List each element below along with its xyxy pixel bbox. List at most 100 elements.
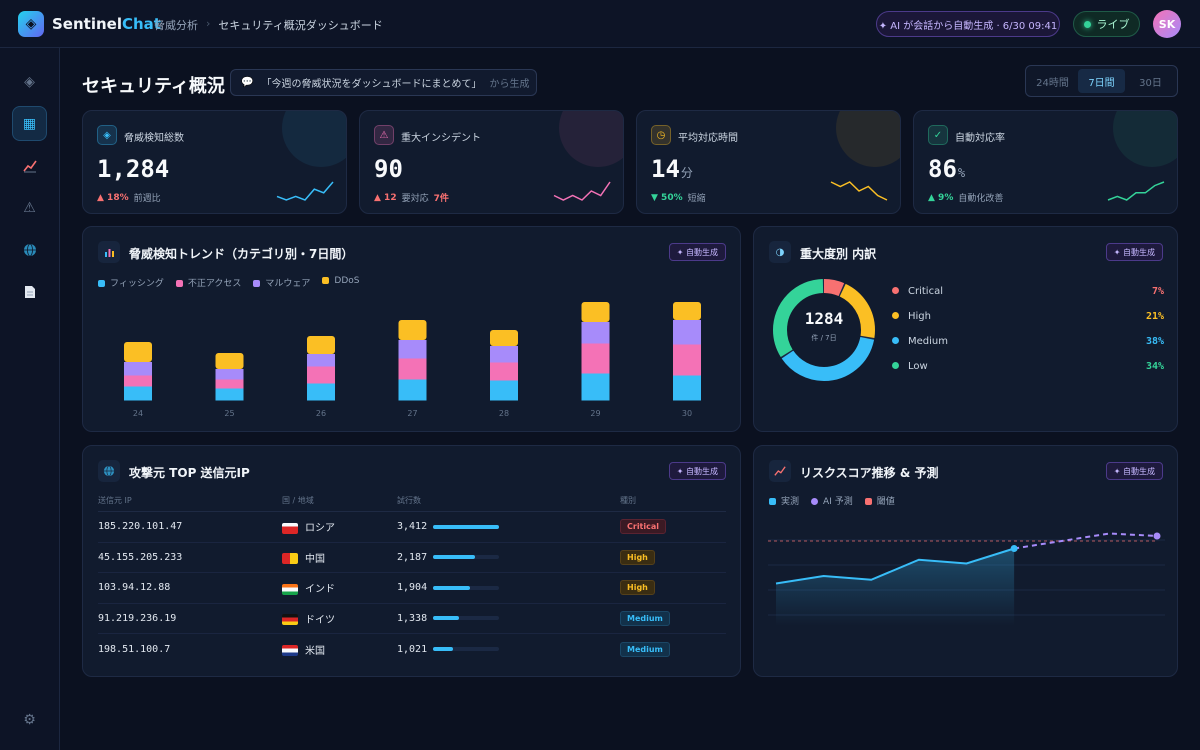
ip-address[interactable]: 91.219.236.19 [98,612,177,624]
globe-icon[interactable] [12,232,47,267]
gear-icon[interactable]: ⚙ [23,711,36,728]
bar-stack[interactable] [124,342,152,401]
bar-segment[interactable] [581,343,610,374]
bar-segment[interactable] [124,342,152,362]
document-icon[interactable] [12,274,47,309]
breadcrumb-parent[interactable]: 脅威分析 [154,19,198,32]
header-type[interactable]: 種別 [620,496,636,505]
bar-segment[interactable] [215,388,244,401]
bar-segment[interactable] [581,302,610,322]
grid-icon[interactable]: ▦ [12,106,47,141]
kpi-card[interactable]: ◷ 平均対応時間 14分 ▼ 50% 短縮 [636,110,901,214]
donut-slice[interactable] [773,279,875,381]
alert-icon[interactable]: ⚠ [23,199,36,216]
table-row[interactable]: 198.51.100.7 米国 1,021 Medium [98,634,726,665]
auto-generated-badge[interactable]: ✦ 自動生成 [668,243,726,261]
table-row[interactable]: 45.155.205.233 中国 2,187 High [98,543,726,573]
bar-segment[interactable] [581,322,610,344]
legend-swatch [322,277,330,284]
kpi-card[interactable]: ✓ 自動対応率 86% ▲ 9% 自動化改善 [913,110,1178,214]
brand[interactable]: SentinelChat [52,15,161,33]
severity-legend-label: High [892,311,931,322]
header-country[interactable]: 国 / 地域 [282,496,314,505]
actual-last-point[interactable] [1010,545,1018,552]
bar-segment[interactable] [490,362,518,381]
bar-segment[interactable] [673,302,701,320]
count-bar [433,585,500,590]
bar-segment[interactable] [673,344,701,376]
bar-segment[interactable] [307,336,335,354]
bar-segment[interactable] [490,330,518,346]
bar-stack[interactable] [581,302,610,401]
bar-stack[interactable] [398,320,427,401]
severity-legend-row[interactable]: Medium 38% [892,329,1164,354]
bar-segment[interactable] [490,380,518,401]
ip-address[interactable]: 45.155.205.233 [98,551,183,563]
donut-slice[interactable] [773,279,875,381]
bar-segment[interactable] [490,346,518,363]
severity-legend-label: Medium [892,336,948,347]
bar-segment[interactable] [307,366,335,384]
bar-segment[interactable] [307,383,335,401]
bar-stack[interactable] [673,302,701,401]
auto-generated-badge[interactable]: ✦ 自動生成 [1105,462,1163,480]
forecast-last-point[interactable] [1153,532,1161,540]
range-option-24h[interactable]: 24時間 [1036,77,1069,89]
ip-address[interactable]: 103.94.12.88 [98,582,171,594]
bar-segment[interactable] [124,386,152,401]
forecast-line[interactable] [1013,532,1158,550]
bar-segment[interactable] [307,354,335,367]
ip-address[interactable]: 198.51.100.7 [98,643,171,655]
range-option-30d[interactable]: 30日 [1139,77,1162,89]
bar-segment[interactable] [398,340,427,359]
logo-icon[interactable]: ◈ [18,11,44,37]
bar-stack[interactable] [307,336,335,401]
bar-segment[interactable] [673,375,701,401]
bar-segment[interactable] [398,379,427,401]
severity-badge[interactable]: Critical [620,519,667,535]
range-option-7d[interactable]: 7日間 [1078,69,1125,93]
severity-badge[interactable]: High [620,549,655,565]
bar-stack[interactable] [215,353,244,401]
severity-legend-row[interactable]: High 21% [892,304,1164,329]
bar-segment[interactable] [215,353,244,369]
donut-slice[interactable] [773,279,875,381]
severity-name: Medium [908,336,948,347]
bar-segment[interactable] [673,320,701,345]
header-ip[interactable]: 送信元 IP [98,496,132,505]
diamond-icon[interactable]: ◈ [24,73,35,90]
bar-segment[interactable] [398,320,427,340]
kpi-card[interactable]: ◈ 脅威検知総数 1,284 ▲ 18% 前週比 [82,110,347,214]
legend-actual: 実測 [769,494,799,507]
auto-generated-badge[interactable]: ✦ 自動生成 [668,462,726,480]
kpi-number: 86 [928,155,957,183]
avatar[interactable]: SK [1153,10,1181,38]
severity-badge[interactable]: Medium [620,610,670,626]
decorative-blob [836,111,900,167]
severity-badge[interactable]: Medium [620,641,670,657]
table-row[interactable]: 103.94.12.88 インド 1,904 High [98,573,726,604]
bar-segment[interactable] [215,369,244,380]
table-row[interactable]: 91.219.236.19 ドイツ 1,338 Medium [98,604,726,634]
actual-line[interactable] [775,547,1015,585]
bar-segment[interactable] [581,373,610,401]
severity-badge[interactable]: High [620,580,655,596]
auto-generated-badge[interactable]: ✦ 自動生成 [1105,243,1163,261]
header-count[interactable]: 試行数 [397,496,421,505]
source-prompt-pill[interactable]: 💬 「今週の脅威状況をダッシュボードにまとめて」 から生成 [230,69,537,96]
bar-segment[interactable] [215,379,244,389]
bar-stack[interactable] [490,330,518,401]
bar-segment[interactable] [124,362,152,376]
donut-slice[interactable] [773,279,875,381]
kpi-card[interactable]: ⚠ 重大インシデント 90 ▲ 12 要対応 7件 [359,110,624,214]
table-row[interactable]: 185.220.101.47 ロシア 3,412 Critical [98,512,726,543]
bar-segment[interactable] [398,358,427,380]
bar-segment[interactable] [124,375,152,387]
severity-legend: Critical 7% High 21% Medium 38% Low 34% [892,279,1164,379]
ai-generated-pill[interactable]: ✦ AI が会話から自動生成 · 6/30 09:41 [876,11,1060,37]
severity-legend-row[interactable]: Low 34% [892,354,1164,379]
ip-address[interactable]: 185.220.101.47 [98,521,183,533]
severity-legend-row[interactable]: Critical 7% [892,279,1164,304]
live-status-pill[interactable]: ライブ [1073,11,1140,37]
chart-icon[interactable] [12,148,47,183]
